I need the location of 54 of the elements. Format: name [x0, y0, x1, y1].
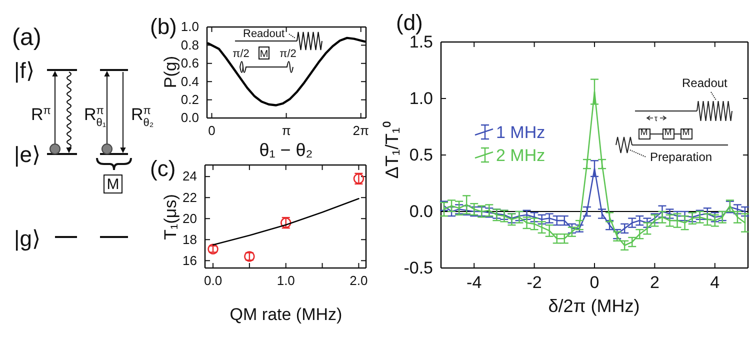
line-series: [207, 36, 366, 106]
x-tick-label: 4: [710, 273, 720, 292]
y-tick-label: 18: [182, 232, 197, 247]
x-tick-label: π: [282, 123, 291, 138]
annotation: Readout: [682, 76, 728, 90]
text: R$^{π}$: [31, 105, 52, 124]
y-tick-label: -0.5: [404, 258, 433, 278]
annotation: M: [640, 127, 648, 137]
y-tick-label: 0.0: [180, 110, 199, 126]
text: |e⟩: [14, 142, 41, 167]
y-tick-label: 0.4: [180, 74, 199, 89]
chart-title: (d): [396, 10, 423, 35]
y-tick-label: 0.6: [180, 56, 199, 71]
annotation: Preparation: [650, 150, 712, 164]
x-axis-title: θ₁ − θ₂: [259, 140, 313, 160]
x-axis-title: QM rate (MHz): [230, 305, 342, 324]
y-axis-title: T₁(μs): [161, 194, 180, 240]
annotation: π/2: [280, 48, 296, 60]
annotation: M: [664, 127, 672, 137]
y-tick-label: 0.0: [409, 202, 433, 221]
y-tick-label: 24: [182, 168, 197, 184]
y-tick-label: 1.0: [409, 88, 433, 108]
x-tick-label: 0: [208, 123, 216, 138]
text: M: [106, 176, 120, 193]
x-tick-label: -4: [466, 273, 482, 292]
legend-label: 1 MHz: [496, 123, 546, 142]
y-axis-title: ΔT₁/T₁⁰: [382, 121, 402, 179]
y-tick-label: 1.0: [180, 19, 199, 34]
x-tick-label: 2: [650, 273, 660, 292]
x-tick-label: -2: [526, 273, 542, 292]
y-axis-title: P(g): [161, 56, 180, 88]
y-tick-label: 16: [182, 252, 197, 268]
legend-label: 2 MHz: [496, 146, 546, 165]
annotation: Readout: [243, 28, 285, 40]
annotation: M: [260, 49, 268, 60]
x-tick-label: 2π: [352, 123, 369, 138]
x-tick-label: 0: [590, 273, 600, 292]
x-tick-label: 0.0: [204, 273, 222, 288]
y-tick-label: 0.5: [409, 145, 433, 164]
text: |g⟩: [14, 226, 41, 251]
text: (a): [12, 24, 42, 51]
annotation: τ: [654, 114, 658, 123]
chart-title: (c): [150, 156, 176, 181]
text: |f⟩: [14, 58, 35, 83]
annotation: π/2: [232, 48, 250, 60]
x-tick-label: 2.0: [350, 273, 368, 288]
y-tick-label: 0.8: [180, 37, 199, 52]
x-tick-label: 1.0: [276, 273, 295, 288]
chart-title: (b): [150, 14, 177, 39]
x-axis-title: δ/2π (MHz): [548, 296, 640, 316]
y-tick-label: 22: [182, 190, 197, 205]
y-tick-label: 0.2: [180, 92, 199, 107]
annotation: M: [682, 127, 690, 137]
y-tick-label: 20: [182, 210, 197, 226]
